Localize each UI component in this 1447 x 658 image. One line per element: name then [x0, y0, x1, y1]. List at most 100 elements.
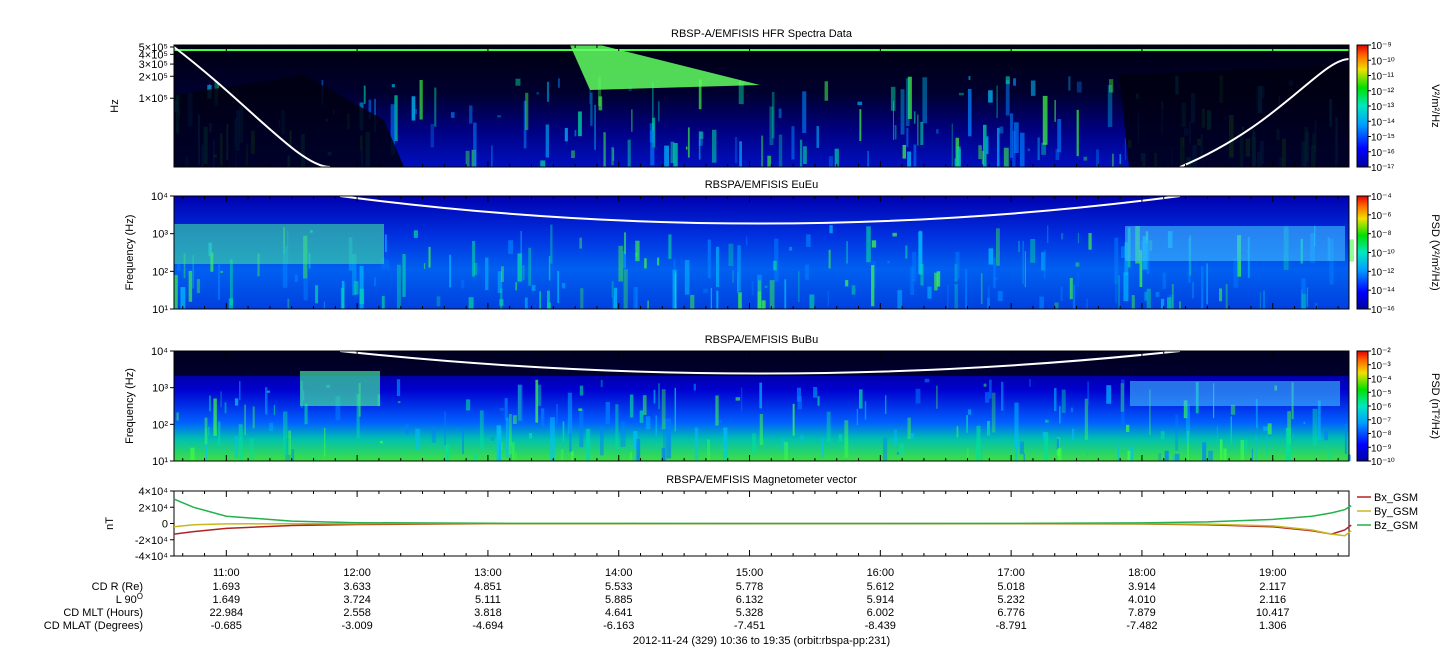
x-tick-label: 13:00	[474, 567, 502, 579]
ephemeris-value: 6.132	[736, 594, 764, 606]
panel-1-colorbar-tick: 10⁻¹⁰	[1371, 56, 1395, 67]
panel-2-ylabel: Frequency (Hz)	[124, 215, 136, 291]
ephemeris-value: 10.417	[1256, 607, 1290, 619]
panel-1-colorbar-tick: 10⁻¹⁷	[1371, 163, 1395, 174]
ephemeris-value: 4.641	[605, 607, 633, 619]
panel-1-ytick: 1×10⁵	[139, 93, 168, 105]
ephemeris-value: 1.693	[213, 581, 241, 593]
panel-1-colorbar-tick: 10⁻¹⁴	[1371, 117, 1395, 128]
panel-1-colorbar	[1356, 44, 1369, 168]
panel-3-colorbar-tick: 10⁻⁹	[1371, 443, 1392, 454]
x-tick-label: 17:00	[997, 567, 1025, 579]
ephemeris-value: 5.232	[997, 594, 1025, 606]
panel-2-colorbar-tick: 10⁻¹⁴	[1371, 286, 1395, 297]
x-tick-label: 16:00	[867, 567, 895, 579]
ephemeris-value: 5.111	[475, 594, 501, 606]
x-tick-label: 18:00	[1128, 567, 1156, 579]
x-tick-label: 12:00	[343, 567, 371, 579]
panel-1-colorbar-label: V²/m²/Hz	[1429, 84, 1441, 127]
panel-3-colorbar-tick: 10⁻⁴	[1371, 375, 1392, 386]
eueu-feature	[174, 224, 384, 264]
ephemeris-value: 6.776	[997, 607, 1025, 619]
ephemeris-row-label: L 90O	[116, 592, 143, 606]
panel-2-colorbar-tick: 10⁻⁶	[1371, 211, 1392, 222]
panel-2-title: RBSPA/EMFISIS EuEu	[705, 179, 819, 191]
bubu-feature	[1130, 381, 1340, 406]
panel-3-ytick: 10²	[152, 419, 168, 431]
panel-2-ytick: 10¹	[152, 304, 168, 316]
ephemeris-row-label: CD MLT (Hours)	[63, 607, 143, 619]
ephemeris-value: -8.791	[996, 620, 1027, 632]
ephemeris-value: 3.914	[1128, 581, 1156, 593]
panel-1-frame	[173, 44, 1350, 168]
legend-entry: Bz_GSM	[1374, 520, 1418, 532]
panel-4-ylabel: nT	[104, 517, 116, 530]
panel-3-frame	[173, 350, 1350, 462]
panel-4-ytick: -2×10⁴	[135, 535, 168, 547]
ephemeris-value: 3.724	[343, 594, 371, 606]
ephemeris-value: 1.306	[1259, 620, 1287, 632]
panel-1-ylabel: Hz	[109, 99, 121, 112]
ephemeris-value: 4.851	[474, 581, 502, 593]
ephemeris-value: 3.633	[343, 581, 371, 593]
panel-1-colorbar-tick: 10⁻¹²	[1371, 87, 1395, 98]
ephemeris-value: 5.914	[867, 594, 895, 606]
ephemeris-value: 5.612	[867, 581, 895, 593]
panel-2-colorbar	[1356, 195, 1369, 310]
hfr-emission-line	[174, 49, 1349, 51]
ephemeris-value: 4.010	[1128, 594, 1156, 606]
panel-2-colorbar-tick: 10⁻⁸	[1371, 230, 1392, 241]
panel-3-colorbar	[1356, 350, 1369, 462]
bubu-feature	[300, 371, 380, 406]
panel-3-title: RBSPA/EMFISIS BuBu	[705, 334, 819, 346]
ephemeris-value: -7.451	[734, 620, 765, 632]
legend-entry: Bx_GSM	[1374, 492, 1418, 504]
panel-1-ytick: 2×10⁵	[139, 71, 168, 83]
panel-4-ytick: 2×10⁴	[138, 502, 168, 514]
panel-3-ytick: 10³	[152, 383, 168, 395]
panel-4-ytick: 0	[162, 519, 168, 531]
panel-4-ytick: 4×10⁴	[138, 486, 168, 498]
ephemeris-row-label: CD R (Re)	[92, 581, 143, 593]
x-tick-label: 19:00	[1259, 567, 1287, 579]
panel-3-ytick: 10⁴	[151, 346, 168, 358]
panel-3-colorbar-tick: 10⁻⁷	[1371, 416, 1391, 427]
panel-1-ytick: 3×10⁵	[139, 59, 168, 71]
panel-3-ytick: 10¹	[152, 456, 168, 468]
ephemeris-value: 6.002	[867, 607, 895, 619]
ephemeris-value: 5.533	[605, 581, 633, 593]
footer-text: 2012-11-24 (329) 10:36 to 19:35 (orbit:r…	[633, 635, 890, 647]
panel-2-colorbar-tick: 10⁻¹⁰	[1371, 249, 1395, 260]
panel-3-colorbar-label: PSD (nT²/Hz)	[1429, 373, 1441, 439]
ephemeris-value: 5.885	[605, 594, 633, 606]
ephemeris-value: -0.685	[211, 620, 242, 632]
hfr-white-curve	[173, 46, 331, 168]
ephemeris-value: 2.117	[1259, 581, 1286, 593]
panel-1-colorbar-tick: 10⁻¹⁶	[1371, 148, 1395, 159]
panel-3-colorbar-tick: 10⁻⁵	[1371, 388, 1392, 399]
panel-2-ytick: 10³	[152, 229, 168, 241]
panel-1-colorbar-tick: 10⁻¹¹	[1371, 72, 1395, 83]
bubu-white-curve	[339, 350, 1181, 375]
x-tick-label: 15:00	[736, 567, 764, 579]
series-bz-gsm-line	[173, 498, 1352, 525]
panel-3-colorbar-tick: 10⁻⁸	[1371, 430, 1392, 441]
panel-2-frame	[173, 195, 1350, 310]
x-tick-label: 11:00	[213, 567, 240, 579]
ephemeris-value: 2.558	[343, 607, 371, 619]
ephemeris-value: -8.439	[865, 620, 896, 632]
ephemeris-row-label: CD MLAT (Degrees)	[44, 620, 143, 632]
ephemeris-value: -4.694	[472, 620, 503, 632]
panel-1-colorbar-tick: 10⁻⁹	[1371, 41, 1392, 52]
panel-2-colorbar-tick: 10⁻⁴	[1371, 192, 1392, 203]
x-tick-label: 14:00	[605, 567, 633, 579]
ephemeris-value: 5.778	[736, 581, 764, 593]
panel-2-ytick: 10²	[152, 266, 168, 278]
panel-3-colorbar-tick: 10⁻¹⁰	[1371, 457, 1395, 468]
ephemeris-value: 1.649	[213, 594, 241, 606]
panel-3-ylabel: Frequency (Hz)	[124, 368, 136, 444]
panel-1-ytick: 5×10⁵	[139, 42, 168, 54]
eueu-feature	[1125, 226, 1345, 261]
hfr-white-curve	[1179, 58, 1350, 168]
panel-2-colorbar-tick: 10⁻¹²	[1371, 267, 1395, 278]
